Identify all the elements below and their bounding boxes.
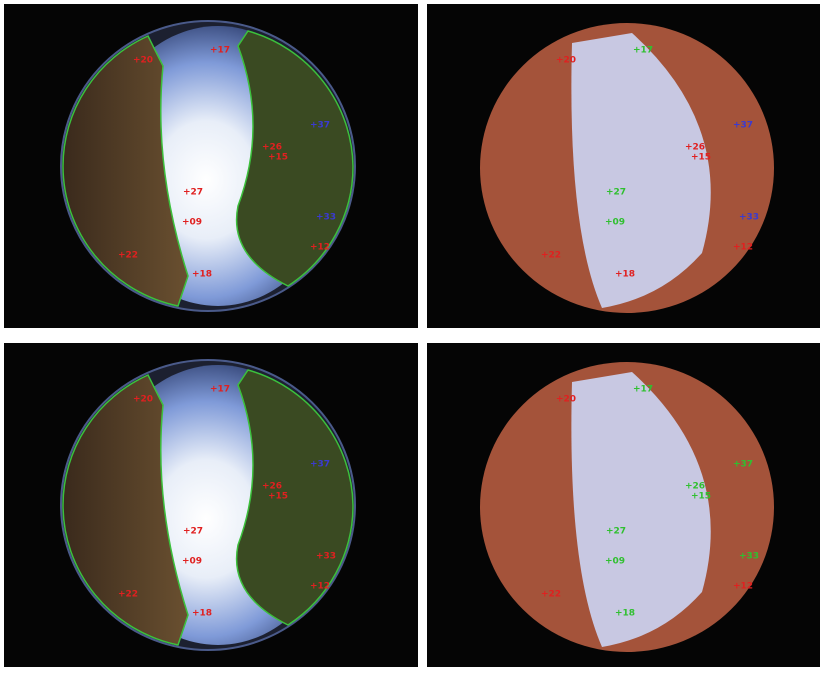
- point-label: +22: [118, 590, 138, 600]
- point-label: +09: [182, 557, 202, 567]
- point-label: +12: [733, 582, 753, 592]
- point-label: +15: [691, 153, 711, 163]
- point-label: +17: [633, 46, 653, 56]
- point-label: +12: [310, 582, 330, 592]
- point-label: +37: [733, 460, 753, 470]
- point-label: +27: [183, 527, 203, 537]
- point-label: +27: [183, 188, 203, 198]
- point-label: +27: [606, 188, 626, 198]
- point-label: +09: [182, 218, 202, 228]
- point-label: +20: [133, 56, 153, 66]
- point-label: +33: [739, 552, 759, 562]
- panel: +17 +20 +37 +26+15 +27 +09 +33 +12 +22 +18: [427, 4, 820, 328]
- point-label: +17: [633, 385, 653, 395]
- point-label: +26: [685, 143, 705, 153]
- point-label: +22: [541, 590, 561, 600]
- point-label: +26: [262, 482, 282, 492]
- trees-right: [235, 30, 354, 287]
- point-label: +27: [606, 527, 626, 537]
- buildings-left: [62, 374, 189, 646]
- point-label: +33: [316, 213, 336, 223]
- point-label: +15: [268, 153, 288, 163]
- panel: +17 +20 +37 +26+15 +27 +09 +33 +12 +22 +18: [427, 343, 820, 667]
- point-label: +37: [733, 121, 753, 131]
- point-label: +20: [556, 56, 576, 66]
- point-label: +12: [310, 243, 330, 253]
- buildings-left: [62, 35, 189, 307]
- point-label: +12: [733, 243, 753, 253]
- panel: +17 +20 +37 +26+15 +27 +09 +33 +12 +22 +18: [4, 343, 418, 667]
- point-label: +20: [556, 395, 576, 405]
- point-label: +26: [685, 482, 705, 492]
- point-label: +22: [118, 251, 138, 261]
- point-label: +15: [268, 492, 288, 502]
- panel: +17 +20 +37 +26+15 +27 +09 +33 +12 +22 +18: [4, 4, 418, 328]
- mask-sky: [571, 33, 711, 308]
- point-label: +33: [739, 213, 759, 223]
- point-label: +17: [210, 385, 230, 395]
- point-label: +09: [605, 218, 625, 228]
- point-label: +18: [615, 270, 635, 280]
- point-label: +18: [192, 270, 212, 280]
- trees-right: [235, 369, 354, 626]
- point-label: +18: [192, 609, 212, 619]
- point-label: +17: [210, 46, 230, 56]
- point-label: +26: [262, 143, 282, 153]
- point-label: +33: [316, 552, 336, 562]
- point-label: +15: [691, 492, 711, 502]
- point-label: +37: [310, 460, 330, 470]
- point-label: +22: [541, 251, 561, 261]
- point-label: +09: [605, 557, 625, 567]
- point-label: +20: [133, 395, 153, 405]
- point-label: +18: [615, 609, 635, 619]
- point-label: +37: [310, 121, 330, 131]
- mask-sky: [571, 372, 711, 647]
